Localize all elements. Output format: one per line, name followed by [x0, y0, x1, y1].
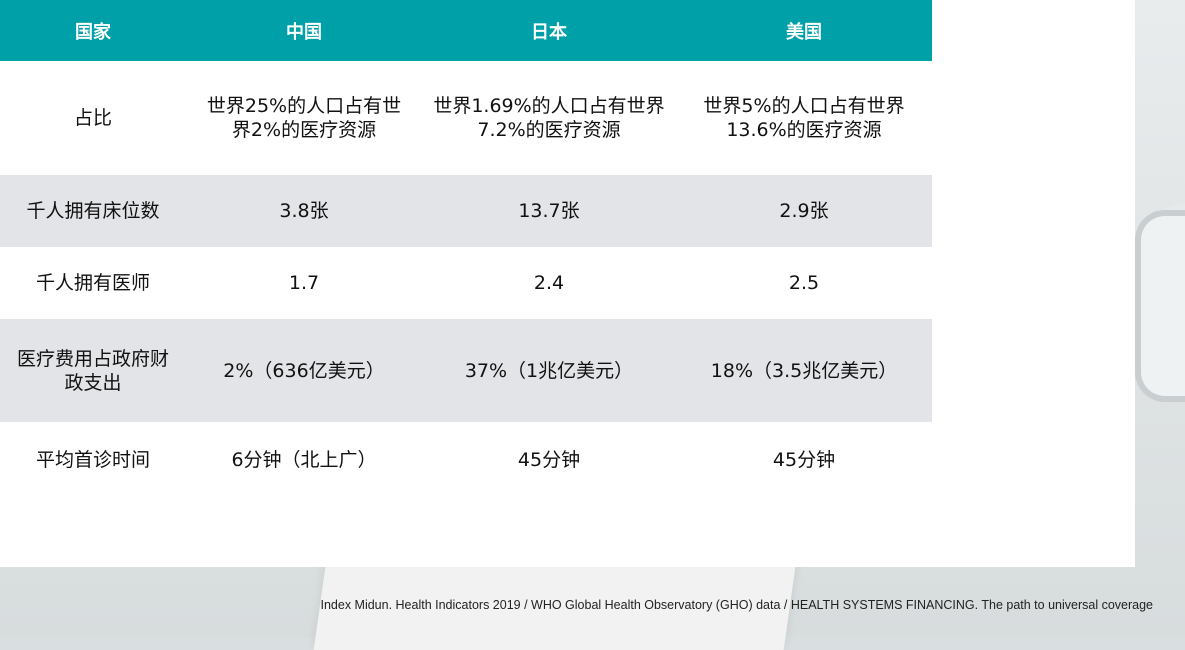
row-label: 医疗费用占政府财 政支出 — [0, 319, 186, 422]
cell-usa: 2.5 — [788, 272, 820, 294]
row-label: 千人拥有床位数 — [0, 175, 186, 247]
cell-usa: 2.9张 — [676, 175, 932, 247]
cell-china: 3.8张 — [186, 175, 422, 247]
healthcare-comparison-table: 国家 中国 日本 美国 占比 世界25%的人口占有世 界2%的医疗资源 世界1.6… — [0, 0, 932, 498]
header-country: 国家 — [0, 0, 186, 61]
cell-japan: 37%（1兆亿美元） — [422, 319, 676, 422]
header-china: 中国 — [186, 0, 422, 61]
cell-china: 世界25%的人口占有世 界2%的医疗资源 — [206, 95, 402, 141]
content-panel: 国家 中国 日本 美国 占比 世界25%的人口占有世 界2%的医疗资源 世界1.6… — [0, 0, 1135, 567]
table-header-row: 国家 中国 日本 美国 — [0, 0, 932, 61]
cell-china: 2%（636亿美元） — [186, 319, 422, 422]
cell-japan: 世界1.69%的人口占有世界 7.2%的医疗资源 — [433, 95, 665, 141]
table-row: 千人拥有床位数 3.8张 13.7张 2.9张 — [0, 175, 932, 247]
row-label: 占比 — [73, 107, 112, 129]
cell-japan: 2.4 — [533, 272, 565, 294]
header-japan: 日本 — [422, 0, 676, 61]
cell-china: 6分钟（北上广） — [231, 449, 377, 471]
table-row: 占比 世界25%的人口占有世 界2%的医疗资源 世界1.69%的人口占有世界 7.2… — [0, 61, 932, 175]
cell-japan: 13.7张 — [422, 175, 676, 247]
header-usa: 美国 — [676, 0, 932, 61]
cell-usa: 18%（3.5兆亿美元） — [676, 319, 932, 422]
row-label: 平均首诊时间 — [35, 449, 150, 471]
cell-china: 1.7 — [288, 272, 320, 294]
table-row: 千人拥有医师 1.7 2.4 2.5 — [0, 247, 932, 319]
background-cup — [1135, 210, 1185, 402]
table-row: 平均首诊时间 6分钟（北上广） 45分钟 45分钟 — [0, 422, 932, 498]
table-row: 医疗费用占政府财 政支出 2%（636亿美元） 37%（1兆亿美元） 18%（3.… — [0, 319, 932, 422]
cell-usa: 世界5%的人口占有世界 13.6%的医疗资源 — [703, 95, 905, 141]
cell-japan: 45分钟 — [517, 449, 581, 471]
source-citation: Index Midun. Health Indicators 2019 / WH… — [320, 598, 1153, 612]
row-label: 千人拥有医师 — [35, 272, 150, 294]
cell-usa: 45分钟 — [772, 449, 836, 471]
